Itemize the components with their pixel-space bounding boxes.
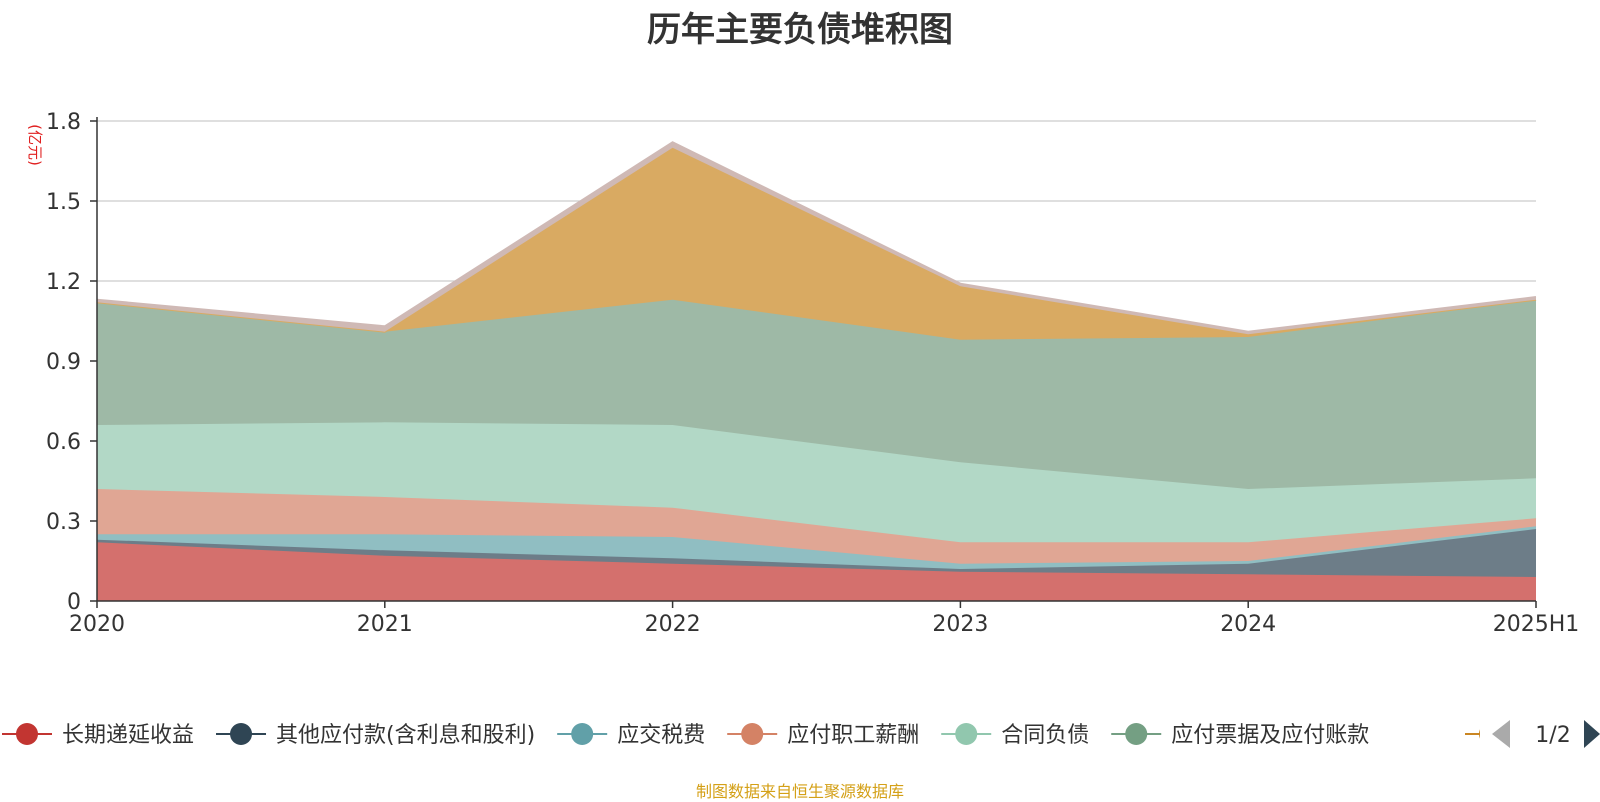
axes: 0 0.3 0.6 0.9 1.2 1.5 1.8(亿元) 2020 2021 2022 2023 2… [26,110,1579,637]
legend-page-indicator: 1/2 [1535,723,1570,748]
y-tick-label: 1.2 [46,270,81,295]
series-line-2 [96,528,1537,571]
area-series-7 [97,147,1536,340]
y-tick-label: 0.9 [46,350,81,375]
legend-label-3: 应交税费 [617,723,705,748]
legend-marker-partial [1479,729,1480,739]
area-series-6 [97,299,1536,489]
x-tick-label: 2024 [1220,612,1276,637]
data-source-note: 制图数据来自恒生聚源数据库 [695,782,904,801]
x-tick-label: 2021 [357,612,413,637]
legend-marker-3 [571,723,594,745]
legend-marker-6 [1125,723,1148,745]
y-tick-label: 0.3 [46,510,81,535]
legend: 长期递延收益 其他应付款(含利息和股利) 应交税费 应付职工薪酬 合同负债 应付票据及应付… [2,720,1600,748]
x-tick-label: 2020 [69,612,125,637]
legend-marker-1 [16,723,38,745]
legend-label-4: 应付职工薪酬 [787,723,919,748]
x-tick-label: 2025H1 [1493,612,1580,637]
legend-marker-5 [955,723,978,745]
series-line-8 [96,141,1537,333]
legend-marker-4 [741,723,764,745]
legend-label-1: 长期递延收益 [62,723,194,748]
legend-marker-2 [230,723,253,745]
area-series-2 [97,529,1536,577]
area-series-group [96,141,1537,601]
y-tick-label: 0 [67,590,81,615]
area-series-1 [97,542,1536,601]
legend-label-2: 其他应付款(含利息和股利) [276,723,535,748]
legend-label-6: 应付票据及应付账款 [1171,723,1369,748]
y-tick-label: 0.6 [46,430,81,455]
area-series-5 [97,422,1536,543]
y-tick-label: 1.5 [46,190,81,215]
y-axis-unit-label: (亿元) [26,124,44,166]
legend-next-page-icon[interactable] [1584,720,1600,748]
area-series-4 [97,489,1536,564]
x-tick-label: 2023 [932,612,988,637]
chart-title: 历年主要负债堆积图 [647,10,953,50]
legend-item-partial [1465,729,1480,739]
area-series-3 [97,526,1536,569]
y-tick-label: 1.8 [46,110,81,135]
legend-prev-page-icon[interactable] [1492,720,1510,748]
x-tick-label: 2022 [645,612,701,637]
legend-label-5: 合同负债 [1001,723,1089,748]
